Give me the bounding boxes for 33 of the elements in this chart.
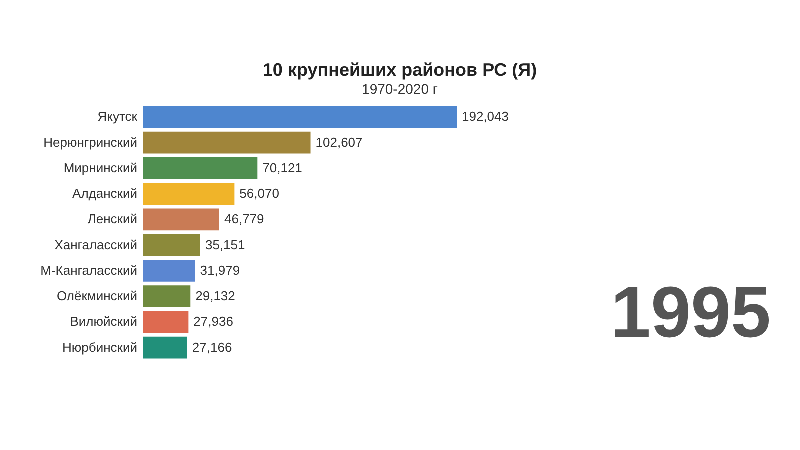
chart-title: 10 крупнейших районов РС (Я)	[262, 60, 538, 80]
data-label: 56,070	[240, 186, 280, 202]
y-tick-label: Ленский	[88, 212, 138, 227]
data-label: 29,132	[196, 288, 236, 304]
bar	[143, 132, 311, 154]
data-label: 27,936	[194, 314, 234, 330]
bar	[143, 158, 258, 180]
bar	[143, 208, 220, 231]
y-tick-label: Якутск	[98, 109, 138, 124]
y-tick-label: Нерюнгринский	[44, 134, 138, 150]
bar	[143, 336, 188, 359]
y-tick-label: Нюрбинский	[62, 340, 138, 355]
bar	[143, 183, 235, 205]
data-label: 35,151	[205, 237, 246, 252]
data-label: 46,779	[224, 212, 264, 227]
y-tick-label: Мирнинский	[64, 160, 138, 176]
y-tick-label: Хангаласский	[54, 237, 138, 252]
data-label: 31,979	[200, 262, 240, 278]
text: 1995	[610, 273, 772, 353]
bar	[143, 260, 196, 282]
chart-subtitle: 1970-2020 г	[362, 81, 438, 97]
y-tick-label: Олёкминский	[56, 288, 138, 304]
data-label: 102,607	[316, 134, 363, 150]
data-label: 192,043	[462, 109, 509, 124]
bar	[143, 311, 189, 334]
bar	[143, 234, 200, 256]
y-tick-label: Алданский	[72, 186, 138, 202]
y-tick-label: Вилюйский	[70, 314, 138, 330]
data-label: 70,121	[262, 160, 302, 176]
data-label: 27,166	[192, 340, 232, 355]
bar	[143, 106, 457, 128]
bar	[143, 286, 191, 308]
y-tick-label: М-Кангаласский	[40, 262, 138, 278]
